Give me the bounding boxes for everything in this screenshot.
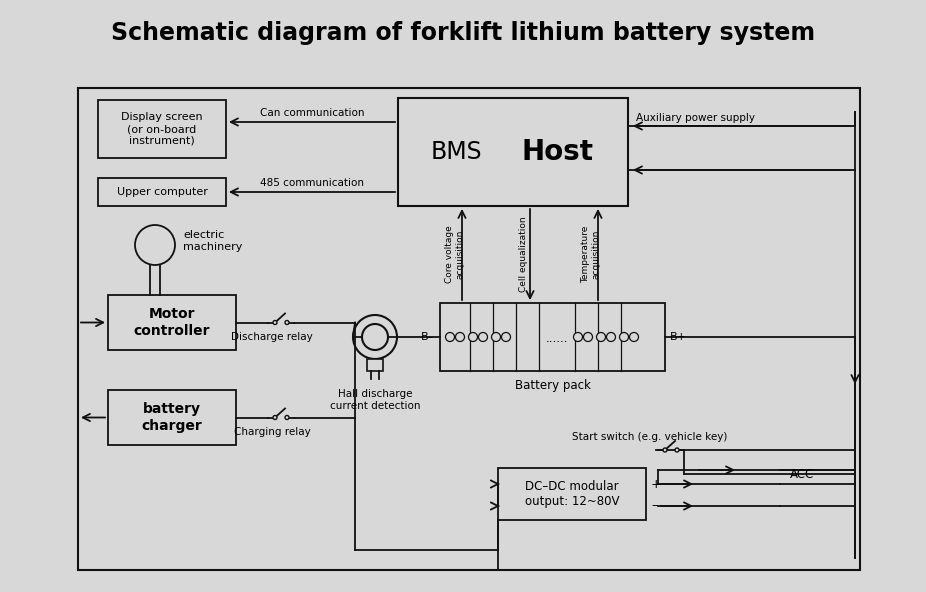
Text: Schematic diagram of forklift lithium battery system: Schematic diagram of forklift lithium ba… (111, 21, 815, 45)
Text: Motor
controller: Motor controller (133, 307, 210, 337)
Bar (440, 303, 665, 371)
Circle shape (583, 333, 593, 342)
Text: BMS: BMS (431, 140, 482, 164)
Text: DC–DC modular
output: 12~80V: DC–DC modular output: 12~80V (525, 480, 619, 508)
Text: ......: ...... (545, 332, 569, 345)
Circle shape (492, 333, 500, 342)
Circle shape (135, 225, 175, 265)
Bar (98, 100, 226, 158)
Circle shape (596, 333, 606, 342)
Circle shape (469, 333, 478, 342)
Bar (78, 88, 860, 570)
Circle shape (285, 416, 289, 420)
Circle shape (502, 333, 510, 342)
Text: Upper computer: Upper computer (117, 187, 207, 197)
Circle shape (362, 324, 388, 350)
Bar (398, 98, 628, 206)
Text: ACC: ACC (790, 468, 814, 481)
Circle shape (630, 333, 639, 342)
Text: B+: B+ (669, 332, 686, 342)
Text: +: + (651, 478, 661, 491)
Circle shape (273, 416, 277, 420)
Text: Can communication: Can communication (260, 108, 364, 118)
Text: Battery pack: Battery pack (515, 378, 591, 391)
Circle shape (285, 320, 289, 324)
Text: Cell equalization: Cell equalization (519, 217, 528, 292)
Text: Temperature
acquisition: Temperature acquisition (582, 226, 601, 283)
Circle shape (619, 333, 629, 342)
Circle shape (353, 315, 397, 359)
Text: Start switch (e.g. vehicle key): Start switch (e.g. vehicle key) (572, 432, 728, 442)
Text: Discharge relay: Discharge relay (232, 332, 313, 342)
Text: Display screen
(or on-board
instrument): Display screen (or on-board instrument) (121, 112, 203, 146)
Circle shape (479, 333, 487, 342)
Circle shape (663, 448, 667, 452)
Text: Charging relay: Charging relay (233, 426, 310, 436)
Circle shape (607, 333, 616, 342)
Text: –: – (651, 500, 657, 513)
Bar (108, 295, 236, 350)
Text: battery
charger: battery charger (142, 403, 203, 433)
Text: Host: Host (522, 138, 594, 166)
Text: electric
machinery: electric machinery (183, 230, 243, 252)
Bar (98, 178, 226, 206)
Circle shape (445, 333, 455, 342)
Bar (108, 390, 236, 445)
Circle shape (573, 333, 582, 342)
Bar (498, 468, 646, 520)
Text: B–: B– (420, 332, 433, 342)
Text: Hall discharge
current detection: Hall discharge current detection (330, 389, 420, 411)
Bar (367, 359, 383, 371)
Circle shape (675, 448, 679, 452)
Circle shape (273, 320, 277, 324)
Text: Auxiliary power supply: Auxiliary power supply (636, 113, 755, 123)
Circle shape (456, 333, 465, 342)
Text: Core voltage
acquisition: Core voltage acquisition (445, 226, 465, 284)
Text: 485 communication: 485 communication (260, 178, 364, 188)
